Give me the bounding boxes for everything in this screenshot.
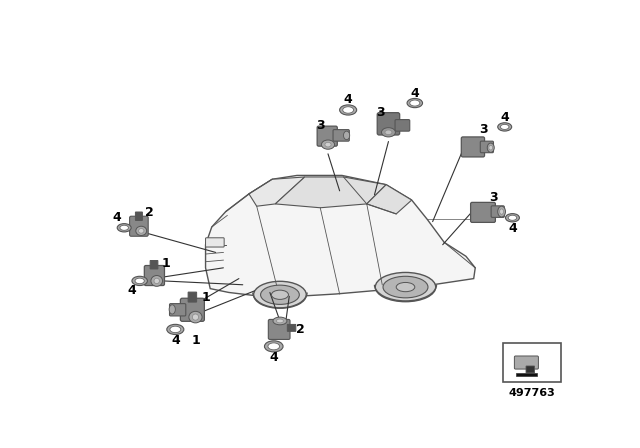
FancyBboxPatch shape: [515, 356, 538, 369]
Text: 4: 4: [500, 111, 509, 124]
Text: 4: 4: [127, 284, 136, 297]
Ellipse shape: [498, 123, 511, 131]
FancyBboxPatch shape: [188, 292, 196, 302]
Polygon shape: [275, 177, 386, 208]
FancyBboxPatch shape: [526, 366, 534, 373]
Ellipse shape: [375, 272, 436, 302]
Ellipse shape: [169, 305, 175, 314]
Ellipse shape: [253, 281, 307, 308]
Text: 4: 4: [171, 335, 180, 348]
Ellipse shape: [268, 343, 280, 350]
Text: 3: 3: [479, 123, 487, 136]
Ellipse shape: [498, 206, 506, 217]
Ellipse shape: [410, 100, 420, 106]
Ellipse shape: [193, 314, 198, 320]
Ellipse shape: [383, 276, 428, 298]
Text: 2: 2: [145, 206, 154, 219]
Text: 1: 1: [162, 258, 170, 271]
Text: 1: 1: [202, 291, 211, 304]
Ellipse shape: [135, 278, 145, 284]
Text: 3: 3: [490, 191, 498, 204]
Ellipse shape: [264, 341, 283, 352]
Polygon shape: [249, 177, 305, 206]
Text: 4: 4: [508, 222, 517, 235]
Ellipse shape: [489, 146, 493, 150]
FancyBboxPatch shape: [287, 324, 296, 332]
FancyBboxPatch shape: [503, 343, 561, 382]
Ellipse shape: [273, 317, 287, 325]
Polygon shape: [367, 185, 412, 214]
FancyBboxPatch shape: [317, 126, 337, 146]
Text: 1: 1: [191, 335, 200, 348]
FancyBboxPatch shape: [480, 141, 493, 153]
FancyBboxPatch shape: [136, 212, 142, 220]
Text: 497763: 497763: [508, 388, 556, 397]
Polygon shape: [205, 176, 476, 299]
FancyBboxPatch shape: [268, 319, 290, 340]
Text: 2: 2: [296, 323, 305, 336]
Ellipse shape: [170, 326, 180, 333]
Ellipse shape: [385, 130, 392, 134]
FancyBboxPatch shape: [470, 202, 495, 222]
Ellipse shape: [340, 105, 356, 115]
Ellipse shape: [136, 226, 147, 236]
FancyBboxPatch shape: [145, 266, 164, 285]
Text: 4: 4: [410, 87, 419, 100]
Ellipse shape: [500, 125, 509, 129]
Ellipse shape: [154, 278, 159, 284]
Ellipse shape: [508, 215, 516, 220]
FancyBboxPatch shape: [180, 298, 204, 321]
FancyBboxPatch shape: [150, 260, 158, 269]
Ellipse shape: [151, 276, 163, 286]
Ellipse shape: [381, 128, 396, 137]
FancyBboxPatch shape: [516, 373, 537, 376]
Ellipse shape: [325, 142, 331, 147]
Ellipse shape: [120, 225, 129, 230]
Ellipse shape: [271, 290, 289, 299]
FancyBboxPatch shape: [395, 120, 410, 131]
FancyBboxPatch shape: [461, 137, 484, 157]
Ellipse shape: [117, 224, 131, 232]
Ellipse shape: [407, 99, 422, 108]
Ellipse shape: [344, 131, 349, 140]
Text: 3: 3: [376, 106, 385, 119]
Text: 4: 4: [344, 93, 353, 106]
FancyBboxPatch shape: [491, 206, 504, 217]
Text: 4: 4: [269, 351, 278, 364]
Text: 3: 3: [316, 119, 324, 132]
Ellipse shape: [167, 324, 184, 335]
FancyBboxPatch shape: [170, 304, 186, 316]
Ellipse shape: [396, 282, 415, 292]
Ellipse shape: [132, 276, 147, 285]
Text: 4: 4: [112, 211, 121, 224]
FancyBboxPatch shape: [205, 238, 224, 247]
Ellipse shape: [500, 209, 504, 214]
Ellipse shape: [276, 319, 284, 323]
Ellipse shape: [343, 107, 353, 113]
FancyBboxPatch shape: [333, 129, 349, 141]
Ellipse shape: [260, 285, 300, 304]
FancyBboxPatch shape: [377, 112, 400, 135]
Ellipse shape: [506, 214, 520, 222]
Ellipse shape: [487, 143, 494, 152]
Ellipse shape: [138, 228, 144, 233]
Ellipse shape: [321, 140, 335, 149]
Ellipse shape: [189, 311, 202, 323]
FancyBboxPatch shape: [129, 216, 148, 236]
